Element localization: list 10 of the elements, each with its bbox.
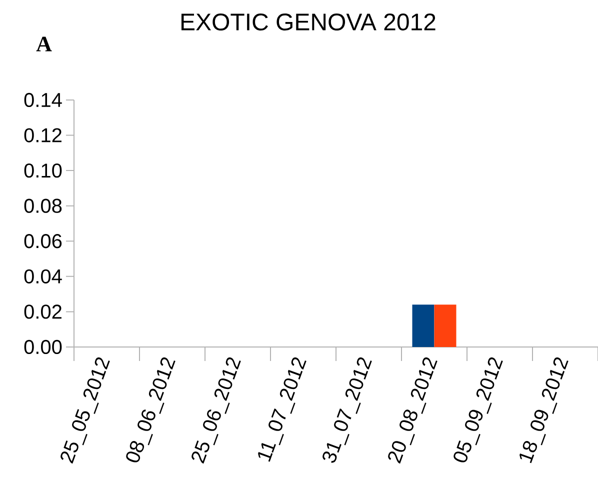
y-tick-label: 0.12 xyxy=(24,128,62,142)
chart-title: EXOTIC GENOVA 2012 xyxy=(181,14,436,30)
y-tick-label: 0.02 xyxy=(24,304,62,319)
y-tick-label: 0.06 xyxy=(24,234,62,248)
y-tick-label: 0.10 xyxy=(24,163,62,178)
y-tick-label: 0.08 xyxy=(24,198,62,213)
text: A xyxy=(36,36,52,52)
y-tick-label: 0.00 xyxy=(24,340,62,354)
y-tick-label: 0.04 xyxy=(24,269,62,284)
y-tick-label: 0.14 xyxy=(24,92,62,108)
